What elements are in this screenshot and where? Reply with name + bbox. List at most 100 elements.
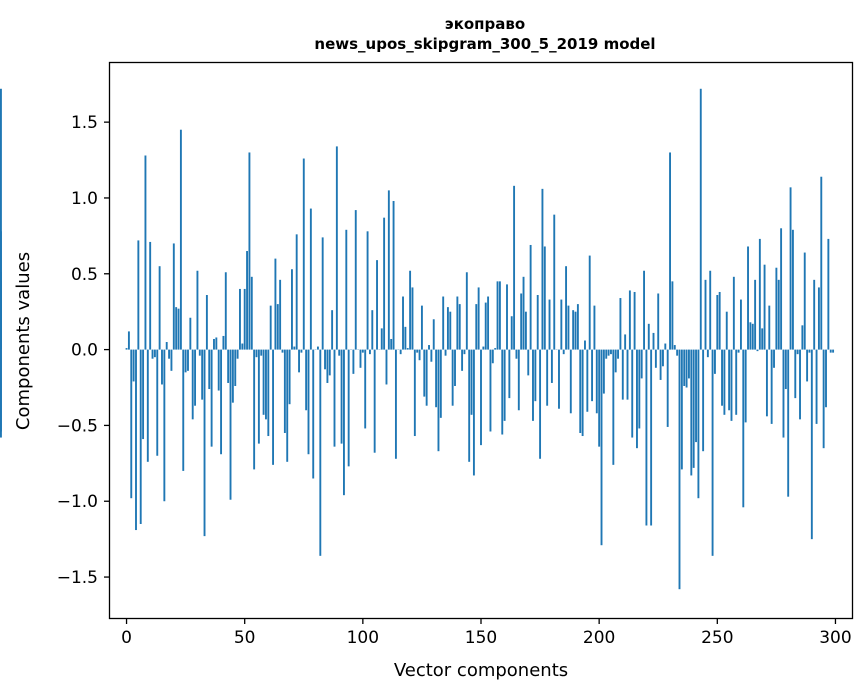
bar	[491, 349, 494, 364]
bar	[706, 349, 709, 358]
bar	[239, 288, 241, 350]
bar	[198, 349, 201, 356]
bar	[579, 349, 582, 433]
bar	[458, 304, 461, 350]
bar	[489, 349, 492, 432]
x-tick-label: 150	[465, 628, 497, 648]
bar	[151, 349, 154, 359]
bar	[364, 349, 367, 429]
bar	[562, 349, 565, 355]
bar	[416, 349, 419, 353]
bar	[220, 349, 223, 455]
bar	[484, 302, 487, 350]
bar	[222, 335, 225, 350]
bar	[803, 252, 806, 350]
bar	[721, 349, 723, 406]
bar	[312, 349, 315, 479]
bar	[501, 349, 504, 435]
bar	[482, 346, 485, 350]
y-tick-label: 1.0	[71, 189, 98, 209]
bar	[773, 349, 775, 368]
bar	[383, 217, 386, 350]
bar	[650, 349, 653, 526]
bar	[343, 349, 345, 496]
bar	[820, 176, 823, 350]
bar	[817, 287, 820, 350]
bar	[475, 304, 478, 350]
bar	[248, 152, 251, 350]
bar	[683, 349, 686, 386]
bar	[472, 349, 475, 476]
bar	[553, 214, 556, 350]
bar	[406, 348, 409, 350]
bar	[409, 270, 412, 350]
bar	[664, 343, 667, 350]
bar	[241, 343, 244, 350]
bar	[617, 349, 619, 359]
bar	[168, 349, 171, 359]
bar	[791, 229, 794, 350]
bar	[142, 349, 145, 440]
bar	[366, 231, 369, 350]
plot-frame	[108, 61, 854, 620]
bar	[775, 267, 778, 350]
bar	[558, 349, 560, 409]
bar	[402, 296, 404, 350]
bar	[522, 276, 525, 350]
x-axis-label: Vector components	[394, 660, 568, 681]
bar	[371, 310, 374, 350]
bar	[196, 270, 199, 350]
bar	[763, 264, 766, 350]
bar	[217, 349, 220, 391]
bar	[730, 349, 733, 421]
bar	[446, 307, 449, 350]
bar	[633, 291, 636, 350]
bar	[338, 349, 341, 356]
bar	[548, 299, 551, 350]
bar	[711, 349, 714, 556]
bar	[451, 349, 454, 406]
bar	[765, 349, 768, 417]
bar	[605, 349, 608, 359]
bar	[274, 258, 277, 350]
bar	[643, 270, 645, 350]
bar	[335, 146, 338, 350]
bar	[704, 279, 707, 350]
bar	[496, 281, 499, 350]
bar	[442, 296, 445, 350]
bar	[215, 337, 218, 350]
bar	[368, 349, 371, 355]
bar	[702, 349, 705, 452]
bar	[645, 349, 648, 526]
bar	[718, 291, 721, 350]
bar	[302, 158, 305, 350]
bar	[539, 349, 542, 459]
bar	[735, 349, 738, 415]
bar	[175, 307, 178, 350]
bar	[324, 349, 326, 370]
y-axis: −1.5 −1.0 −0.5 0.0 0.5 1.0 1.5	[57, 113, 110, 588]
bar	[666, 349, 669, 427]
bar	[536, 295, 539, 350]
bar	[477, 287, 480, 350]
bar	[246, 251, 248, 350]
bar	[0, 349, 2, 438]
bar	[494, 348, 497, 350]
bar	[291, 269, 293, 350]
bar	[754, 279, 757, 350]
bar	[418, 349, 421, 361]
bar	[253, 349, 256, 470]
bar	[380, 328, 383, 350]
y-tick-label: 0.0	[71, 341, 98, 361]
bar	[680, 349, 683, 470]
bar	[728, 349, 731, 411]
bar	[139, 349, 142, 524]
bar	[394, 349, 397, 459]
bar	[430, 349, 433, 362]
bar	[829, 349, 832, 353]
bar	[255, 349, 258, 358]
bar	[832, 349, 835, 353]
bar	[777, 279, 780, 350]
bar	[454, 349, 456, 386]
